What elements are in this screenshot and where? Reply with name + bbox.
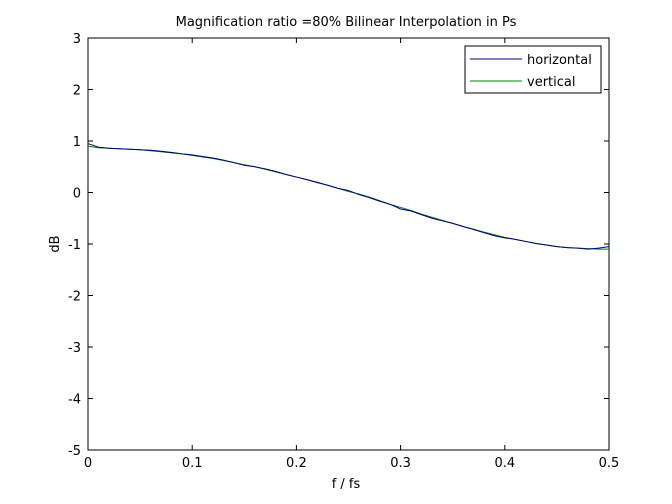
x-tick-label: 0.5 (599, 456, 620, 471)
x-axis: 0 0.1 0.2 0.3 0.4 0.5 (84, 38, 619, 471)
y-tick-label: -2 (68, 290, 81, 305)
y-tick-label: 0 (73, 187, 81, 202)
y-tick-label: -1 (68, 238, 81, 253)
legend-box (464, 45, 602, 94)
plot-area (87, 37, 610, 451)
y-tick-label: 2 (73, 84, 81, 99)
y-tick-label: -3 (68, 341, 81, 356)
y-axis: 3 2 1 0 -1 -2 -3 -4 -5 (68, 32, 609, 459)
series-layer (87, 143, 610, 250)
y-tick-label: 3 (73, 32, 81, 47)
legend: horizontal vertical (464, 45, 602, 94)
legend-label-horizontal: horizontal (527, 53, 592, 68)
y-tick-label: -4 (68, 393, 81, 408)
chart-title: Magnification ratio =80% Bilinear Interp… (176, 15, 517, 30)
series-line-horizontal (87, 143, 610, 250)
x-tick-label: 0.1 (182, 456, 203, 471)
legend-label-vertical: vertical (527, 75, 575, 90)
y-axis-label: dB (48, 235, 63, 252)
y-tick-label: -5 (68, 444, 81, 459)
x-tick-label: 0.3 (390, 456, 411, 471)
x-tick-label: 0.2 (286, 456, 307, 471)
x-tick-label: 0.4 (494, 456, 515, 471)
x-axis-label: f / fs (332, 477, 361, 492)
x-tick-label: 0 (84, 456, 92, 471)
y-tick-label: 1 (73, 135, 81, 150)
